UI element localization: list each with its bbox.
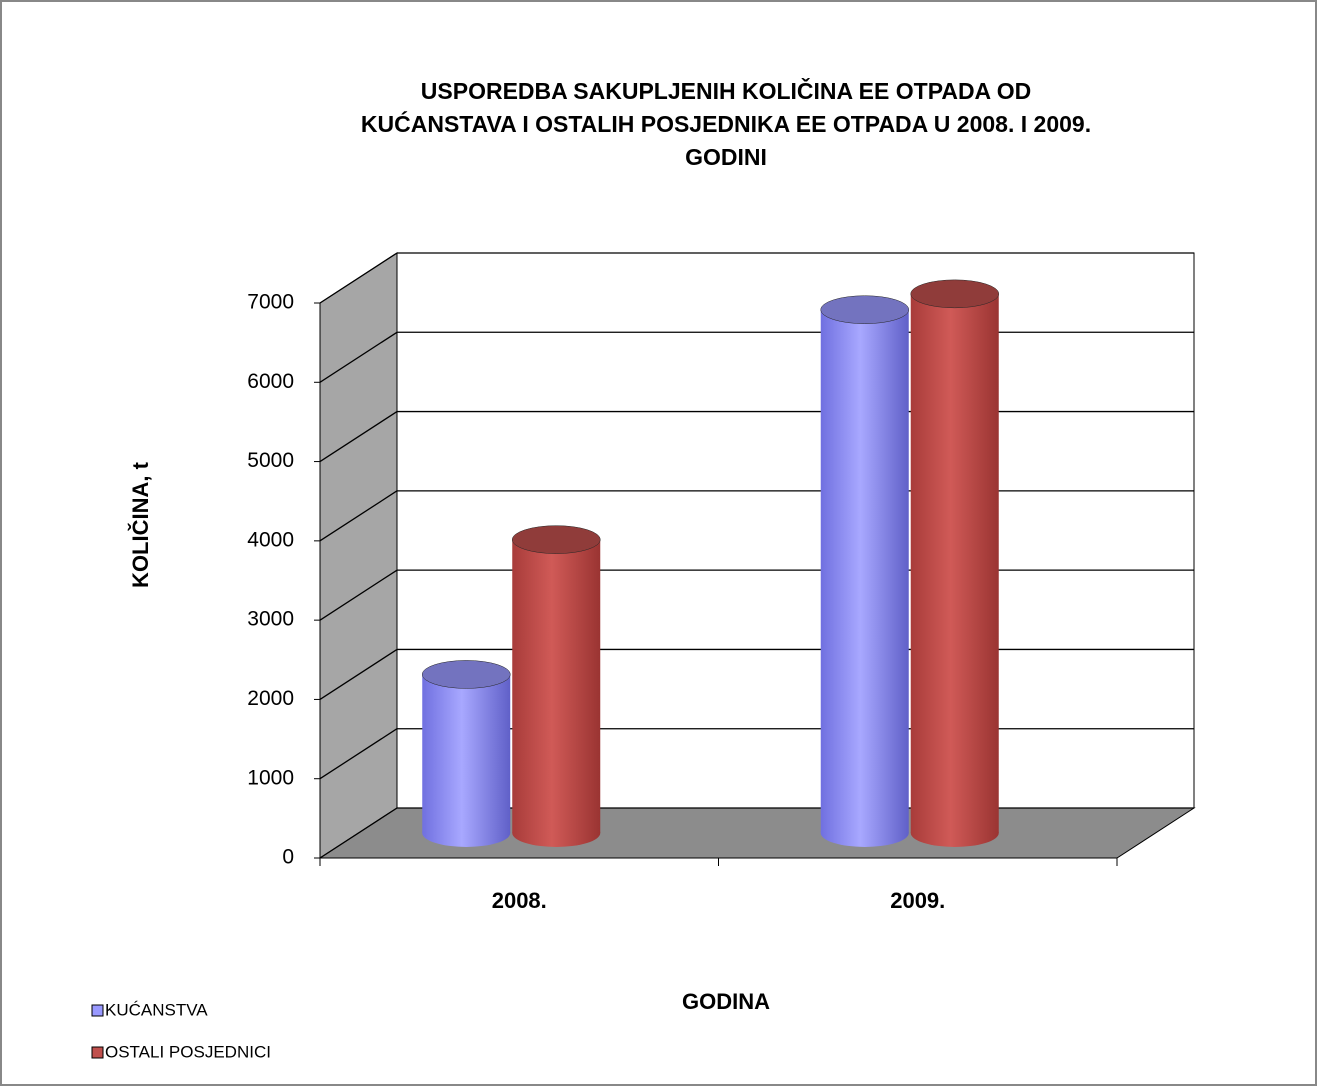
- y-tick-label: 2000: [247, 687, 294, 710]
- grid-line: [319, 490, 398, 542]
- grid-line: [319, 728, 398, 780]
- bar: [422, 674, 511, 833]
- legend-label: OSTALI POSJEDNICI: [105, 1042, 271, 1061]
- y-axis-title: KOLIČINA, t: [128, 461, 153, 588]
- bar-top: [910, 279, 999, 309]
- y-tick-label: 7000: [247, 291, 294, 314]
- grid-line: [319, 331, 398, 383]
- grid-line: [319, 411, 398, 463]
- grid-line: [319, 807, 398, 859]
- y-tick-label: 3000: [247, 608, 294, 631]
- bar-top: [512, 525, 601, 554]
- y-tick-label: 5000: [247, 449, 294, 472]
- side-wall: [319, 252, 398, 859]
- y-tick-label: 0: [282, 846, 294, 869]
- legend-label: KUĆANSTVA: [105, 1000, 208, 1019]
- bar: [512, 539, 601, 833]
- bar-top: [820, 295, 909, 324]
- y-tick-label: 4000: [247, 528, 294, 551]
- bar-top: [422, 660, 511, 689]
- grid-line: [319, 252, 398, 304]
- x-tick-label: 2008.: [492, 888, 547, 913]
- chart-title: GODINI: [685, 144, 767, 170]
- grid-line: [319, 569, 398, 621]
- y-tick-label: 6000: [247, 370, 294, 393]
- y-tick-label: 1000: [247, 766, 294, 789]
- bar: [820, 309, 909, 833]
- chart-title: KUĆANSTAVA I OSTALIH POSJEDNIKA EE OTPAD…: [361, 110, 1091, 137]
- bar: [910, 293, 999, 833]
- x-tick-label: 2009.: [890, 888, 945, 913]
- x-axis-title: GODINA: [682, 989, 770, 1014]
- chart-title: USPOREDBA SAKUPLJENIH KOLIČINA EE OTPADA…: [421, 77, 1031, 104]
- legend-swatch: [91, 1004, 104, 1017]
- grid-line: [319, 648, 398, 700]
- legend-swatch: [91, 1046, 104, 1059]
